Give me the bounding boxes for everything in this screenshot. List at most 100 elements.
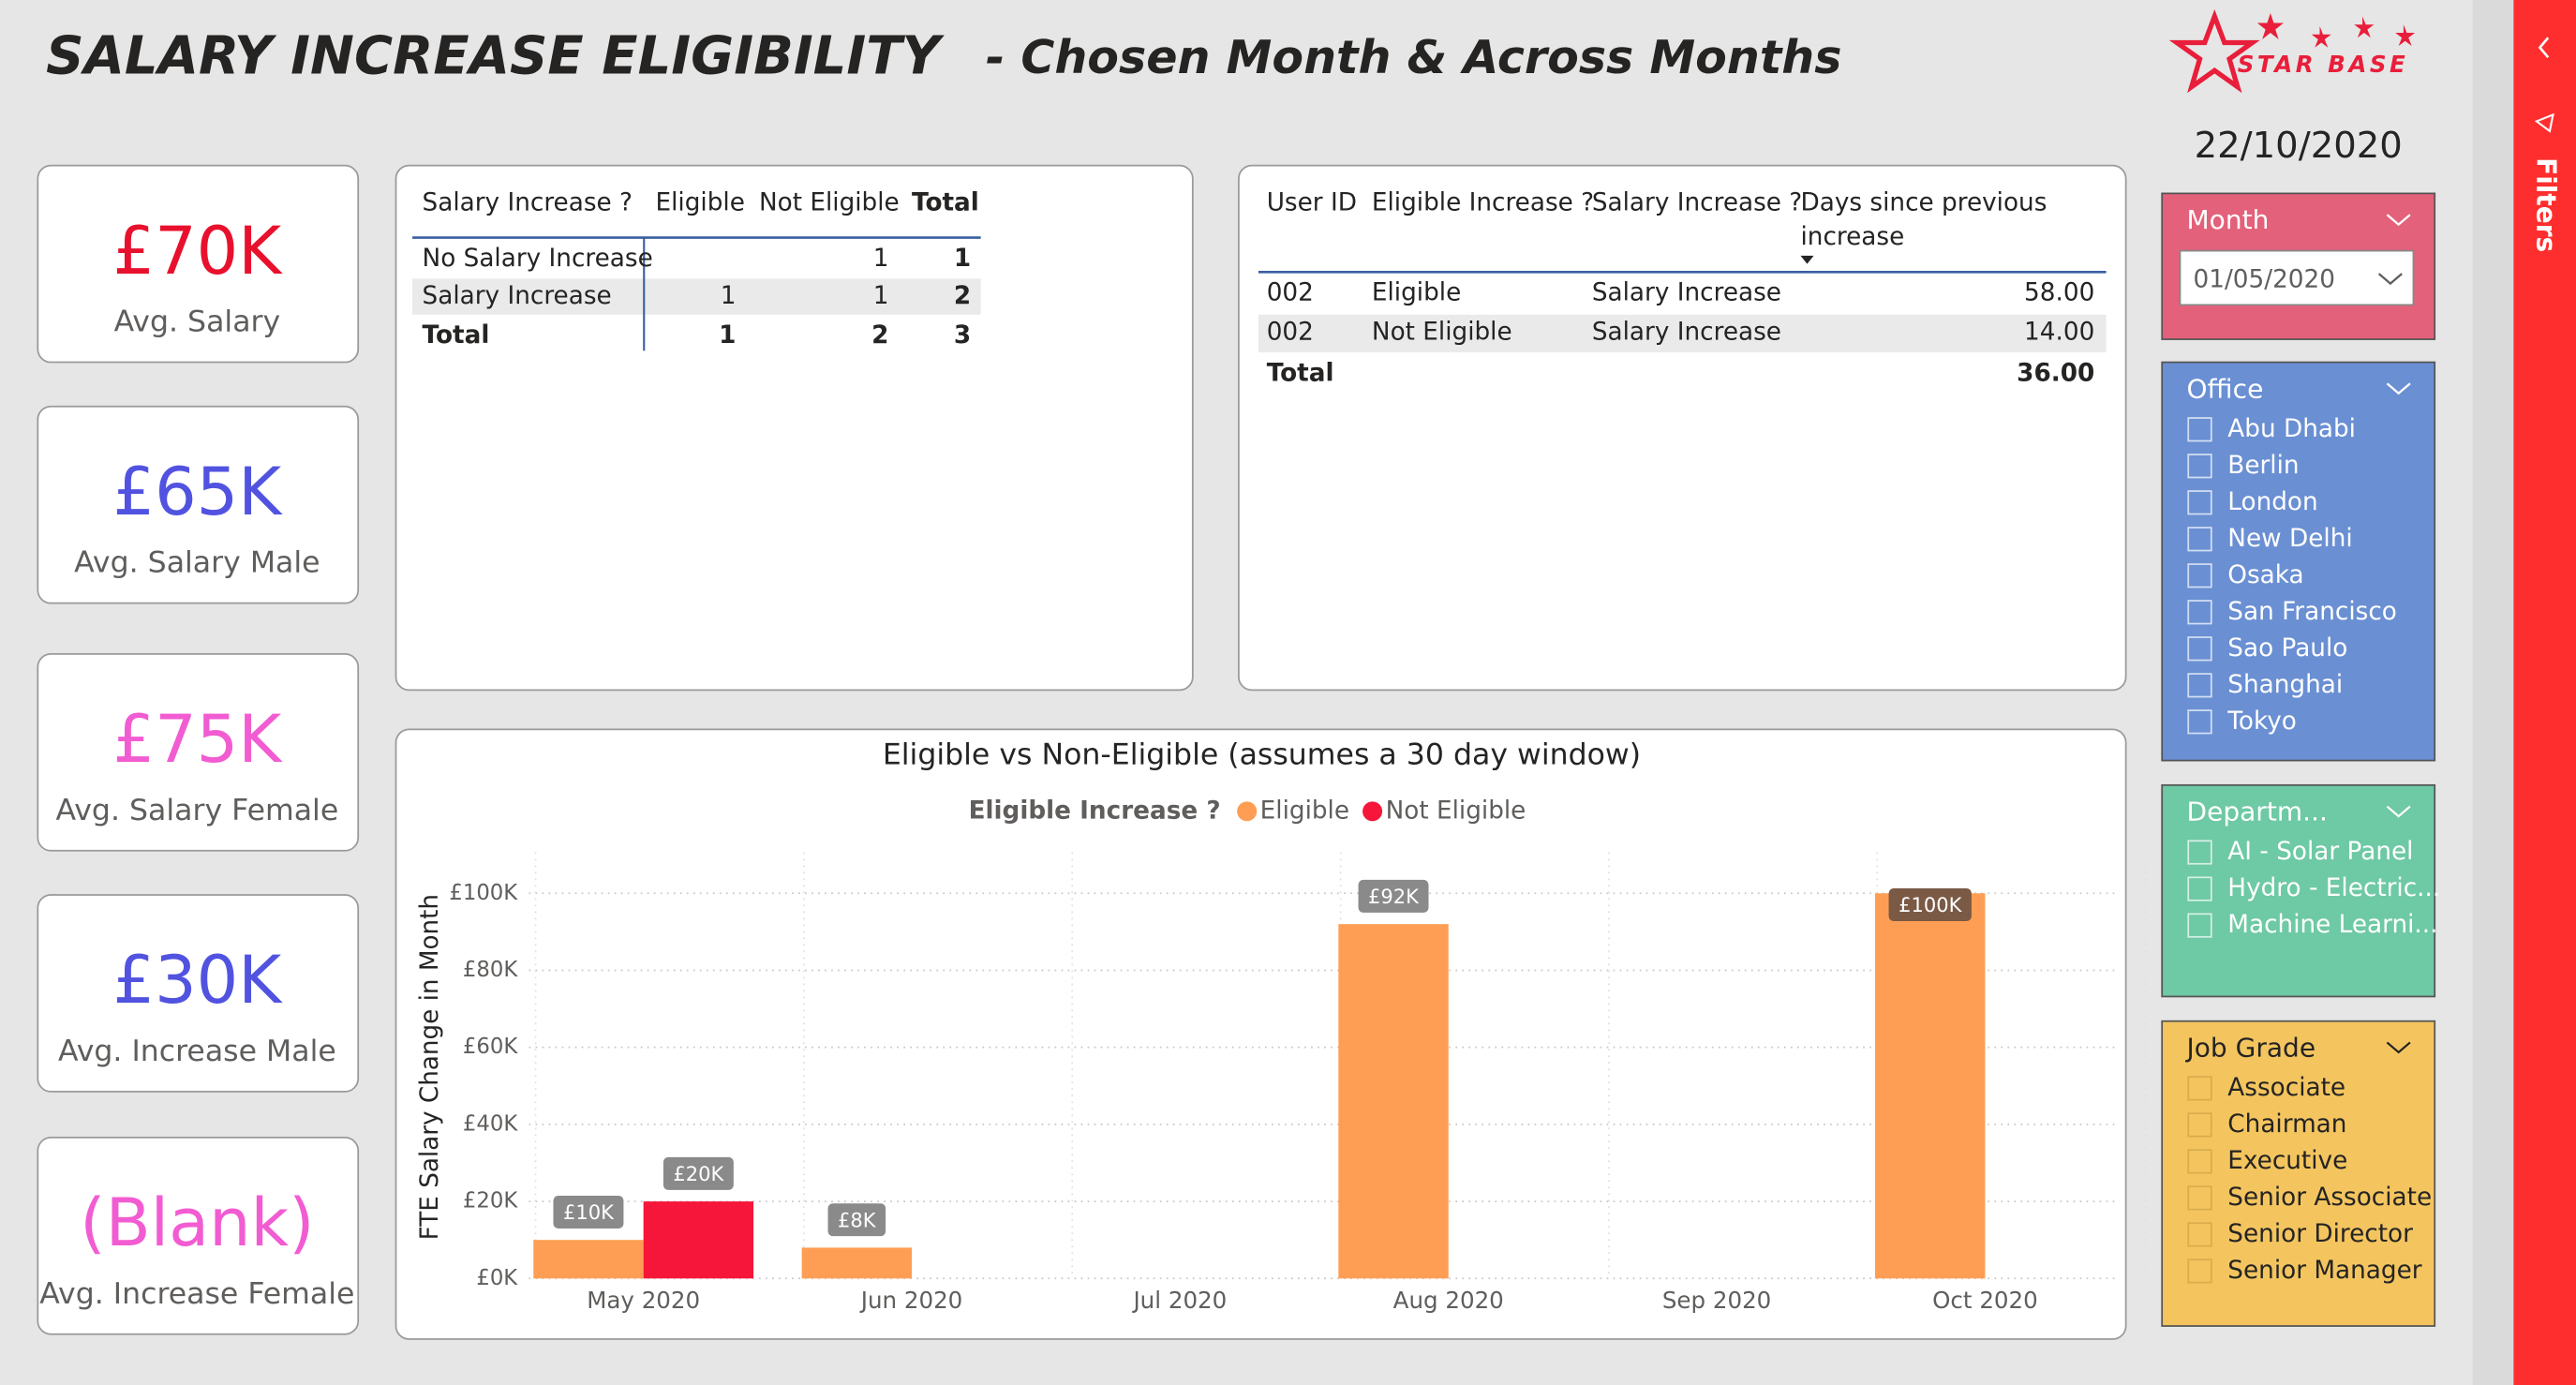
detail-cell: Not Eligible [1372,319,1512,347]
collapse-icon[interactable] [2538,37,2550,59]
matrix-cell: 1 [873,282,889,310]
checkbox[interactable] [2187,876,2212,901]
detail-header: Days since previous [1800,188,2047,216]
slicer-item[interactable]: Sao Paulo [2227,634,2347,663]
checkbox[interactable] [2187,913,2212,938]
kpi-value: £75K [112,701,283,778]
scroll-strip [2472,0,2514,1385]
slicer-chevron[interactable] [2386,382,2411,395]
matrix-header: Eligible [656,188,745,216]
kpi-card [37,164,360,364]
legend-title: Eligible Increase ? [969,797,1221,825]
checkbox[interactable] [2187,1258,2212,1284]
kpi-label: Avg. Salary Female [56,794,339,827]
data-label: £100K [1898,893,1963,916]
kpi-label: Avg. Increase Male [58,1035,336,1068]
kpi-value: £65K [112,454,283,530]
slicer-item[interactable]: Senior Director [2227,1220,2413,1248]
slicer-item[interactable]: Berlin [2227,452,2299,480]
row-band [412,278,981,315]
slicer-item[interactable]: AI - Solar Panel [2227,838,2413,866]
checkbox[interactable] [2187,490,2212,515]
data-label: £92K [1368,885,1420,908]
slicer-item[interactable]: Hydro - Electric... [2227,874,2440,902]
checkbox[interactable] [2187,1149,2212,1174]
slicer-item[interactable]: London [2227,488,2317,516]
slicer-item[interactable]: Machine Learni... [2227,911,2437,939]
filters-pane[interactable] [2513,0,2576,1385]
matrix-header: Not Eligible [759,188,900,216]
matrix-header: Total [912,188,979,216]
slicer-item[interactable]: Shanghai [2227,671,2343,699]
bar [801,1247,913,1279]
slicer-chevron[interactable] [2386,805,2411,818]
data-label-bg [663,1156,734,1190]
slicer-item[interactable]: Senior Associate [2227,1184,2432,1212]
slicer-title: Office [2186,373,2263,404]
matrix-cell: No Salary Increase [423,245,653,273]
slicer-title: Month [2186,204,2269,235]
detail-cell: Eligible [1372,279,1461,307]
matrix-cell: 1 [954,245,971,273]
data-label: £10K [563,1200,615,1224]
checkbox[interactable] [2187,1222,2212,1247]
slicer [2161,361,2436,762]
detail-header: User ID [1267,188,1357,216]
legend-label: Not Eligible [1386,797,1526,825]
slicer-item[interactable]: Osaka [2227,561,2303,589]
detail-total: 36.00 [2017,359,2094,387]
checkbox[interactable] [2187,840,2212,865]
checkbox[interactable] [2187,527,2212,552]
filters-label[interactable]: Filters [2531,157,2562,252]
slicer-item[interactable]: Tokyo [2226,707,2297,736]
slicer-chevron[interactable] [2386,1041,2411,1054]
y-tick-label: £0K [476,1266,518,1290]
matrix-cell: Salary Increase [423,282,612,310]
detail-card [1238,164,2127,692]
checkbox[interactable] [2187,636,2212,662]
checkbox[interactable] [2187,454,2212,479]
kpi-value: £30K [112,942,283,1019]
sort-arrow [1800,255,1814,264]
kpi-value: (Blank) [80,1184,314,1261]
bar [1875,893,1986,1279]
row-band [1258,314,2107,353]
data-label: £8K [838,1208,877,1231]
checkbox[interactable] [2187,1185,2212,1211]
x-tick-label: Aug 2020 [1393,1287,1504,1314]
checkbox[interactable] [2187,417,2212,442]
detail-header: Salary Increase ? [1592,188,1802,216]
legend-swatch [1362,801,1383,822]
matrix-cell: 3 [954,321,971,350]
kpi-label: Avg. Salary [114,305,281,339]
matrix-cell: 2 [871,321,888,350]
logo-text: STAR BASE [2238,51,2409,78]
slicer-item[interactable]: Associate [2227,1074,2345,1102]
checkbox[interactable] [2187,1112,2212,1138]
kpi-card [37,405,360,604]
slicer-item[interactable]: New Delhi [2227,525,2352,553]
matrix-cell: 2 [954,282,971,310]
checkbox[interactable] [2187,600,2212,625]
checkbox[interactable] [2187,1076,2212,1101]
slicer-item[interactable]: San Francisco [2227,598,2397,626]
checkbox[interactable] [2187,563,2212,588]
slicer-chevron[interactable] [2386,214,2411,227]
title: SALARY INCREASE ELIGIBILITY [46,26,946,87]
dropdown[interactable] [2179,249,2415,306]
chart-card [395,728,2127,1340]
slicer-item[interactable]: Chairman [2227,1110,2346,1139]
x-tick-label: Jul 2020 [1131,1287,1227,1314]
slicer-item[interactable]: Senior Manager [2227,1257,2421,1285]
checkbox[interactable] [2187,709,2212,735]
matrix-cell: 1 [873,245,889,273]
kpi-card [37,894,360,1093]
checkbox[interactable] [2187,673,2212,698]
detail-cell: Salary Increase [1592,279,1781,307]
slicer-item[interactable]: Executive [2227,1147,2347,1175]
x-tick-label: May 2020 [587,1287,700,1314]
slicer-item[interactable]: Abu Dhabi [2227,415,2356,443]
bar [533,1240,644,1279]
